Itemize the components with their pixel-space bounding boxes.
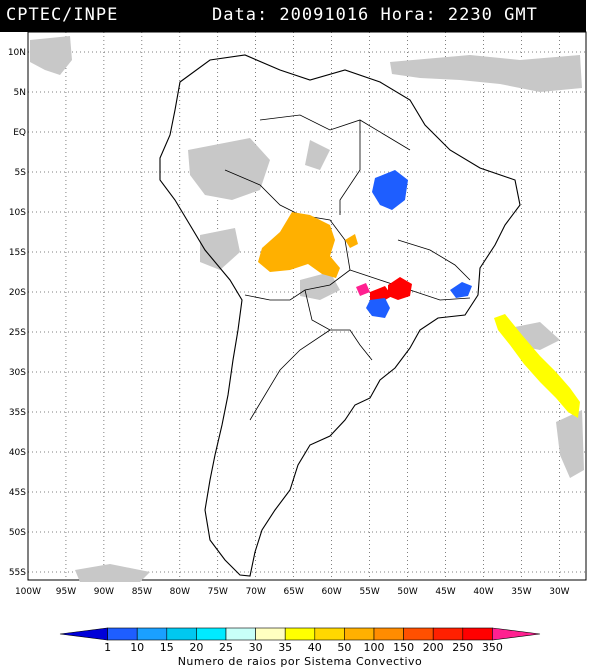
lon-tick-label: 40W xyxy=(473,587,493,597)
lon-tick-label: 65W xyxy=(284,587,304,597)
legend-swatch xyxy=(462,627,493,641)
source-label: CPTEC/INPE xyxy=(6,5,119,25)
lat-tick-label: 50S xyxy=(9,528,26,538)
lat-tick-label: 15S xyxy=(9,248,26,258)
legend-tick-label: 15 xyxy=(160,641,174,654)
system-bolivia-mt-small xyxy=(345,234,358,248)
legend-tick-label: 200 xyxy=(423,641,444,654)
lat-tick-label: 45S xyxy=(9,488,26,498)
legend-swatch xyxy=(166,627,197,641)
lon-tick-label: 50W xyxy=(397,587,417,597)
legend-swatch xyxy=(196,627,227,641)
lon-tick-label: 70W xyxy=(246,587,266,597)
legend-tick-label: 250 xyxy=(452,641,473,654)
system-bolivia-mt xyxy=(258,212,340,278)
lon-tick-label: 95W xyxy=(56,587,76,597)
legend-swatch xyxy=(59,627,108,641)
legend-swatch xyxy=(344,627,375,641)
cloud-patch xyxy=(75,564,150,582)
legend-swatch xyxy=(107,627,138,641)
lon-tick-label: 80W xyxy=(170,587,190,597)
lon-tick-label: 90W xyxy=(94,587,114,597)
legend-tick-label: 20 xyxy=(189,641,203,654)
lat-tick-label: 5N xyxy=(14,88,26,98)
latitude-labels: 10N 5N EQ 5S 10S 15S 20S 25S 30S 35S 40S 45S 50S 55S xyxy=(8,48,26,578)
title-bar: CPTEC/INPE Data: 20091016 Hora: 2230 GMT xyxy=(0,0,586,32)
lon-tick-label: 35W xyxy=(511,587,531,597)
lat-tick-label: EQ xyxy=(13,128,26,138)
graticule xyxy=(27,32,586,580)
datetime-label: Data: 20091016 Hora: 2230 GMT xyxy=(212,5,538,25)
south-america-coastline xyxy=(159,54,521,577)
legend-tick-label: 350 xyxy=(482,641,503,654)
legend-swatch xyxy=(432,627,464,641)
legend-swatch xyxy=(225,627,256,641)
lat-tick-label: 10S xyxy=(9,208,26,218)
cloud-patch xyxy=(200,228,240,270)
lon-tick-label: 55W xyxy=(359,587,379,597)
lat-tick-label: 30S xyxy=(9,368,26,378)
lat-tick-label: 20S xyxy=(9,288,26,298)
system-sp-red xyxy=(388,277,412,300)
lat-tick-label: 55S xyxy=(9,568,26,578)
legend-colorbar xyxy=(59,627,541,641)
legend-tick-label: 40 xyxy=(308,641,322,654)
lon-tick-label: 75W xyxy=(208,587,228,597)
system-atlantic xyxy=(494,314,580,418)
system-sp-magenta xyxy=(356,283,370,296)
system-mg-blue xyxy=(450,282,472,298)
legend-tick-label: 100 xyxy=(364,641,385,654)
lon-tick-label: 85W xyxy=(132,587,152,597)
legend-tick-label: 30 xyxy=(249,641,263,654)
lat-tick-label: 10N xyxy=(8,48,26,58)
lon-tick-label: 45W xyxy=(435,587,455,597)
lat-tick-label: 25S xyxy=(9,328,26,338)
longitude-labels: 100W 95W 90W 85W 80W 75W 70W 65W 60W 55W 50W 45W 40W… xyxy=(15,587,570,597)
cloud-patch xyxy=(556,410,584,478)
legend-tick-label: 35 xyxy=(278,641,292,654)
legend-tick-label: 50 xyxy=(337,641,351,654)
cloud-patch xyxy=(390,55,582,92)
lat-tick-label: 35S xyxy=(9,408,26,418)
legend-swatch xyxy=(136,627,168,641)
system-amazon-north xyxy=(372,170,408,210)
lat-tick-label: 40S xyxy=(9,448,26,458)
system-pr-blue xyxy=(366,298,390,318)
legend-swatch xyxy=(284,627,316,641)
legend-swatch xyxy=(314,627,345,641)
cloud-cover xyxy=(30,36,584,582)
legend-swatch xyxy=(255,627,286,641)
lon-tick-label: 30W xyxy=(549,587,569,597)
legend-swatch xyxy=(492,627,541,641)
system-sp-red-2 xyxy=(370,286,392,303)
legend-swatch xyxy=(403,627,434,641)
legend-labels: 1 10 15 20 25 30 35 40 50 100 150 200 250 350 xyxy=(104,641,503,654)
legend-tick-label: 1 xyxy=(104,641,111,654)
lon-tick-label: 100W xyxy=(15,587,41,597)
legend-tick-label: 10 xyxy=(130,641,144,654)
lat-tick-label: 5S xyxy=(15,168,27,178)
legend-tick-label: 25 xyxy=(219,641,233,654)
cloud-patch xyxy=(305,140,330,170)
convective-systems xyxy=(258,170,580,418)
map-frame xyxy=(27,31,587,581)
legend-tick-label: 150 xyxy=(393,641,414,654)
cloud-patch xyxy=(30,36,72,75)
cloud-patch xyxy=(188,138,270,200)
cloud-patch xyxy=(300,272,340,300)
lon-tick-label: 60W xyxy=(321,587,341,597)
legend-swatch xyxy=(373,627,404,641)
legend-caption: Numero de raios por Sistema Convectivo xyxy=(177,655,423,668)
